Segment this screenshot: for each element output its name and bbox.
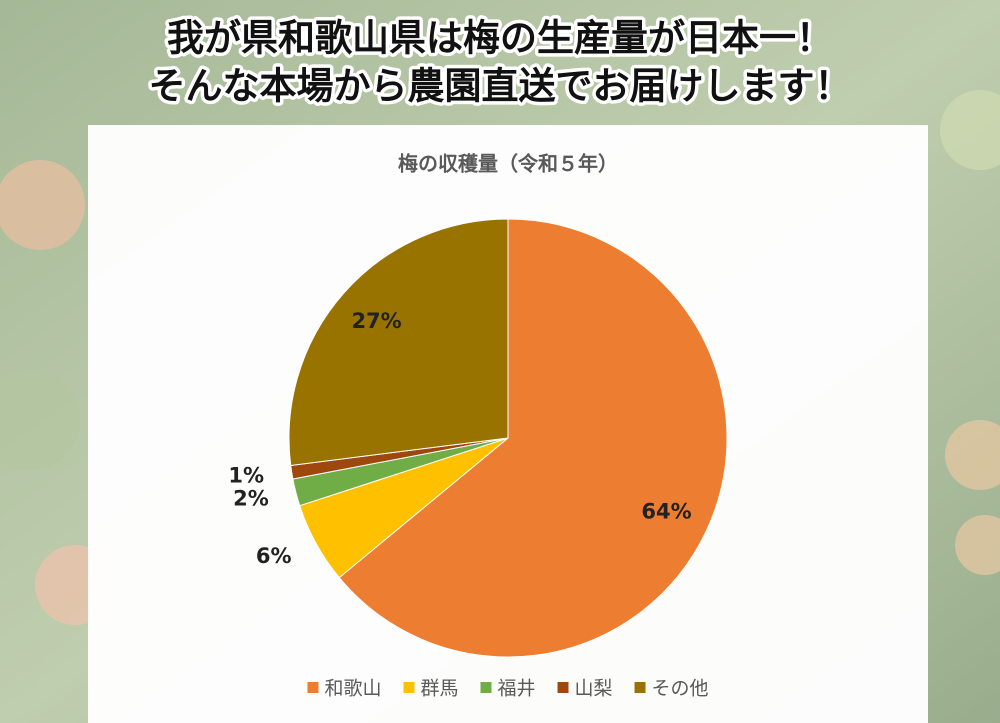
pie-slice (338, 218, 728, 658)
data-label: 27% (351, 309, 401, 333)
chart-title: 梅の収穫量（令和５年） (398, 152, 618, 176)
data-label: 6% (256, 544, 292, 568)
legend-swatch (307, 682, 319, 693)
legend-swatch (403, 682, 415, 693)
data-label: 64% (641, 500, 691, 524)
data-label: 2% (233, 486, 269, 510)
legend-swatch (557, 682, 569, 693)
legend-label: 群馬 (420, 678, 458, 700)
legend-label: 和歌山 (324, 678, 381, 700)
header-line: そんな本場から農園直送でお届けします！ (149, 65, 852, 108)
legend-label: 福井 (497, 678, 535, 700)
header-line: 我が県和歌山県は梅の生産量が日本一！ (167, 17, 833, 60)
legend-label: 山梨 (575, 678, 613, 700)
legend-label: その他 (652, 678, 709, 700)
pie-slice (288, 218, 509, 467)
data-label: 1% (228, 464, 264, 488)
legend-swatch (634, 682, 646, 693)
legend-swatch (480, 682, 492, 693)
